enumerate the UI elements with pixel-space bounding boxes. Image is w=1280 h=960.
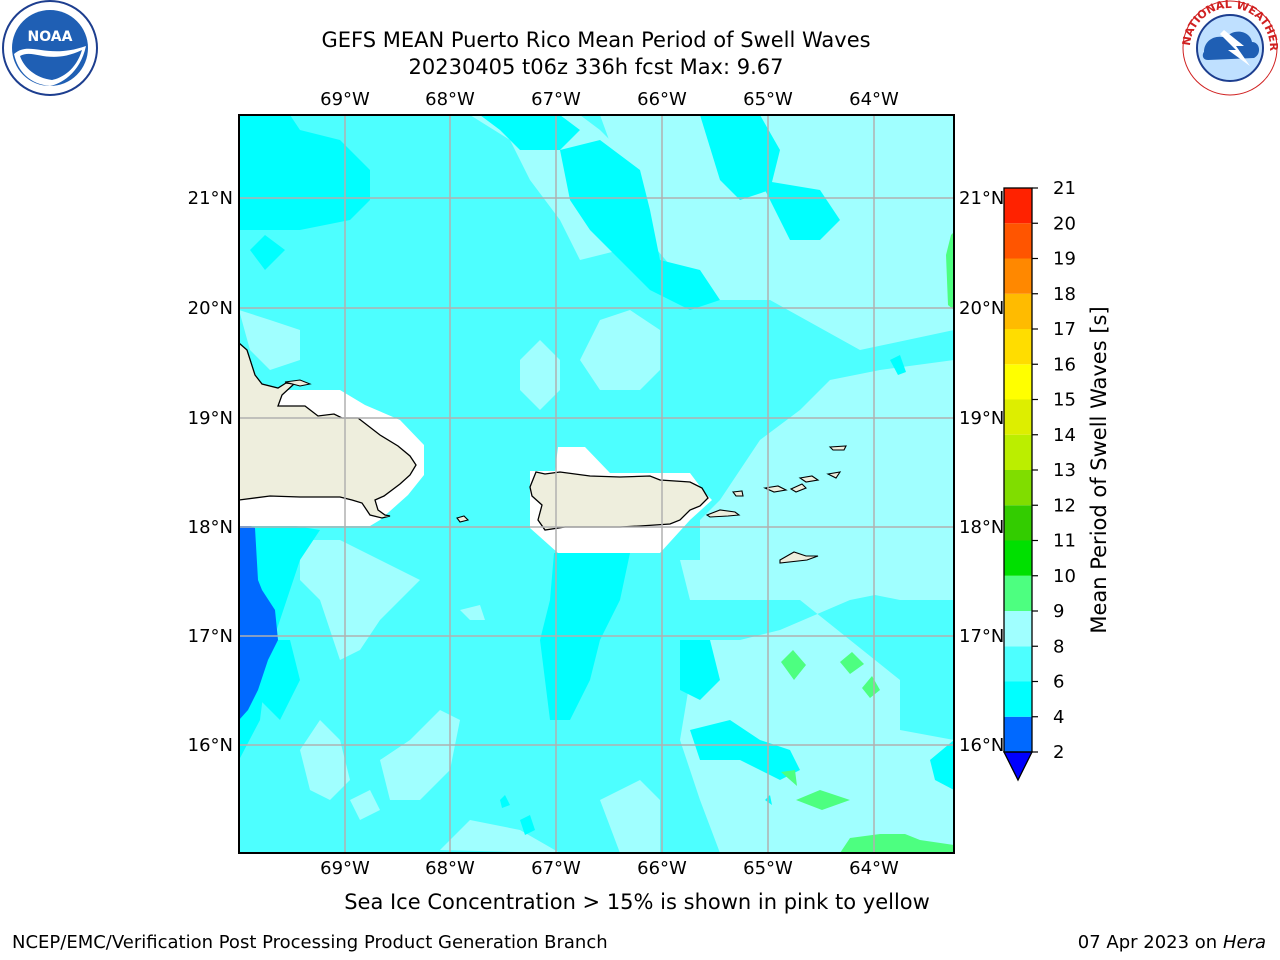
colorbar-tick-label: 4: [1053, 707, 1064, 728]
colorbar-tick-label: 11: [1053, 531, 1076, 552]
colorbar: 2 4 6 8 9 10 11 12 13 14 15 16 17 18 19 20 21 Mean Perio…: [1002, 178, 1111, 782]
colorbar-tick-label: 18: [1053, 284, 1076, 305]
map-panel: [239, 115, 954, 853]
colorbar-swatch: [1004, 258, 1032, 294]
colorbar-under-triangle: [1002, 751, 1034, 782]
lat-label-right: 17°N: [959, 626, 1004, 647]
colorbar-tick-label: 16: [1053, 354, 1076, 375]
lon-label-bottom: 69°W: [320, 858, 370, 879]
colorbar-tick-label: 8: [1053, 636, 1064, 657]
colorbar-swatches: [1004, 188, 1032, 752]
map-frame: [238, 114, 955, 854]
colorbar-swatch: [1004, 293, 1032, 329]
colorbar-swatch: [1004, 716, 1032, 752]
colorbar-tick-label: 19: [1053, 249, 1076, 270]
swell-period-9-10-region: [781, 232, 954, 853]
colorbar-swatch: [1004, 505, 1032, 541]
colorbar-tick-label: 10: [1053, 566, 1076, 587]
lon-label-top: 64°W: [849, 89, 899, 110]
colorbar-swatch: [1004, 329, 1032, 365]
colorbar-tick-label: 14: [1053, 425, 1076, 446]
lat-label-left: 21°N: [188, 188, 233, 209]
lon-label-top: 66°W: [637, 89, 687, 110]
land-virgin-islands: [456, 445, 847, 564]
graticule: [239, 115, 954, 853]
nws-logo: NATIONAL WEATHER SERVICE: [0, 0, 1280, 96]
land-puerto-rico: [529, 471, 709, 531]
land-tortuga: [284, 379, 312, 387]
colorbar-swatch: [1004, 223, 1032, 259]
map-subtitle: 20230405 t06z 336h fcst Max: 9.67: [408, 55, 784, 79]
colorbar-tick-label: 20: [1053, 213, 1076, 234]
footer-date-text: 07 Apr 2023 on: [1077, 932, 1223, 953]
lat-label-right: 19°N: [959, 408, 1004, 429]
colorbar-swatch: [1004, 399, 1032, 435]
colorbar-ticks: 2 4 6 8 9 10 11 12 13 14 15 16 17 18 19 20 21: [1032, 178, 1076, 763]
footer-host: Hera: [1222, 932, 1266, 953]
colorbar-swatch: [1004, 611, 1032, 647]
colorbar-tick-label: 13: [1053, 460, 1076, 481]
colorbar-tick-label: 9: [1053, 601, 1064, 622]
colorbar-tick-label: 2: [1053, 742, 1064, 763]
noaa-logo: NOAA: [2, 0, 98, 96]
colorbar-tick-label: 21: [1053, 178, 1076, 199]
lat-label-left: 20°N: [188, 298, 233, 319]
colorbar-swatch: [1004, 434, 1032, 470]
colorbar-swatch: [1004, 646, 1032, 682]
colorbar-swatch: [1004, 364, 1032, 400]
colorbar-tick-label: 15: [1053, 390, 1076, 411]
colorbar-tick-label: 17: [1053, 319, 1076, 340]
colorbar-swatch: [1004, 188, 1032, 224]
colorbar-swatch: [1004, 575, 1032, 611]
lat-label-left: 16°N: [188, 735, 233, 756]
sea-ice-caption: Sea Ice Concentration > 15% is shown in …: [344, 890, 930, 914]
colorbar-swatch: [1004, 470, 1032, 506]
lon-label-bottom: 67°W: [531, 858, 581, 879]
colorbar-tick-label: 12: [1053, 495, 1076, 516]
lon-label-bottom: 64°W: [849, 858, 899, 879]
lon-label-top: 65°W: [743, 89, 793, 110]
lon-label-top: 69°W: [320, 89, 370, 110]
noaa-logo-text: NOAA: [28, 29, 73, 45]
nws-logo-text: NATIONAL WEATHER SERVICE: [0, 0, 1280, 52]
footer-date: 07 Apr 2023 on Hera: [1078, 932, 1266, 953]
lon-label-top: 68°W: [425, 89, 475, 110]
lon-label-bottom: 66°W: [637, 858, 687, 879]
footer-credit: NCEP/EMC/Verification Post Processing Pr…: [12, 932, 608, 953]
colorbar-swatch: [1004, 681, 1032, 717]
colorbar-label: Mean Period of Swell Waves [s]: [1087, 306, 1111, 633]
colorbar-swatch: [1004, 540, 1032, 576]
colorbar-tick-label: 6: [1053, 672, 1064, 693]
lat-label-right: 18°N: [959, 517, 1004, 538]
lat-label-right: 20°N: [959, 298, 1004, 319]
lat-label-right: 16°N: [959, 735, 1004, 756]
lon-label-bottom: 65°W: [743, 858, 793, 879]
lat-label-right: 21°N: [959, 188, 1004, 209]
lon-label-top: 67°W: [531, 89, 581, 110]
map-title: GEFS MEAN Puerto Rico Mean Period of Swe…: [321, 28, 871, 52]
lat-label-left: 19°N: [188, 408, 233, 429]
lat-label-left: 17°N: [188, 626, 233, 647]
lon-label-bottom: 68°W: [425, 858, 475, 879]
lat-label-left: 18°N: [188, 517, 233, 538]
